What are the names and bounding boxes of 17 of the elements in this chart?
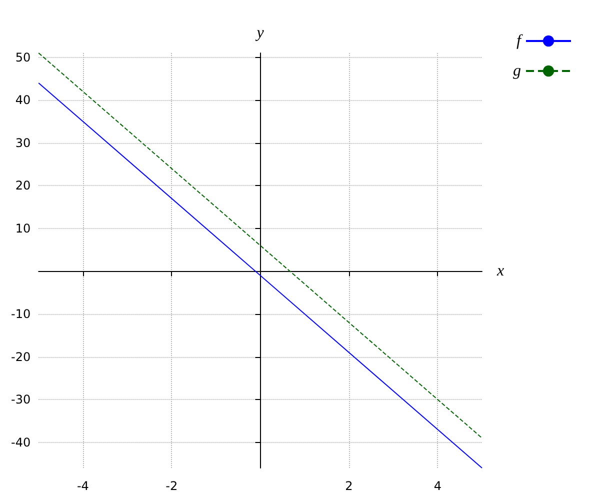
legend-label: g: [513, 62, 521, 80]
x-tick-label: 2: [345, 479, 353, 493]
y-tick-label: 30: [15, 136, 31, 150]
y-tick-label: -40: [10, 435, 31, 450]
y-tick-label: 50: [15, 50, 31, 64]
y-tick-label: 40: [15, 93, 31, 108]
y-tick-label: -30: [10, 392, 31, 407]
y-tick-label: -20: [10, 350, 31, 364]
x-tick-label: 4: [434, 479, 442, 493]
y-axis-title: y: [254, 24, 265, 42]
y-tick-label: -10: [10, 306, 31, 321]
legend-label: f: [516, 32, 524, 50]
y-tick-label: 20: [15, 178, 31, 193]
x-tick-label: -2: [166, 479, 178, 493]
x-axis-title: x: [496, 262, 504, 280]
x-tick-label: -4: [76, 479, 89, 493]
y-tick-label: 10: [15, 221, 31, 236]
